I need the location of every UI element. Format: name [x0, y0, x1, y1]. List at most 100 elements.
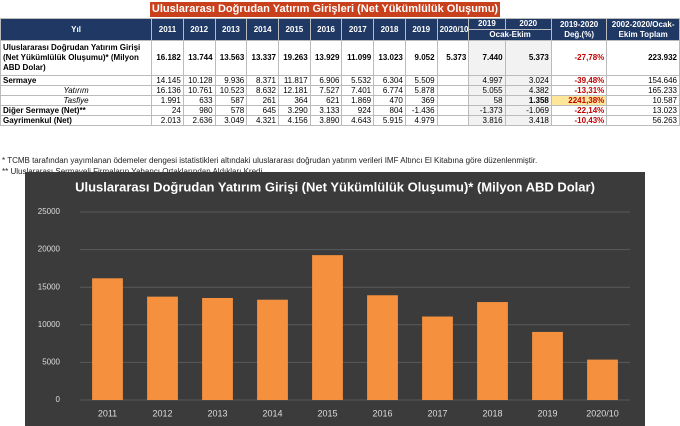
- table-cell: 10.761: [182, 85, 216, 96]
- table-cell: 4.643: [341, 115, 375, 126]
- x-tick-label: 2013: [207, 408, 227, 418]
- header-cell: 2017: [341, 18, 375, 41]
- chart-title: Uluslararası Doğrudan Yatırım Girişi (Ne…: [75, 179, 595, 194]
- table-cell: Uluslararası Doğrudan Yatırım Girişi (Ne…: [0, 40, 153, 76]
- table-cell: 5.915: [373, 115, 406, 126]
- table-cell: 3.816: [468, 115, 506, 126]
- table-cell: 3.290: [277, 105, 311, 116]
- bar: [147, 296, 178, 400]
- x-tick-label: 2019: [537, 408, 557, 418]
- table-cell: 261: [246, 95, 279, 106]
- table-cell: 5.878: [404, 85, 438, 96]
- table-cell: 13.023: [373, 40, 406, 76]
- table-row: Gayrimenkul (Net) 2.013 2.636 3.049 4.321 4.1…: [0, 115, 680, 126]
- table-cell: 12.181: [277, 85, 311, 96]
- table-cell: 3.049: [214, 115, 248, 126]
- table-cell: [436, 105, 470, 116]
- table-cell: -27,78%: [550, 40, 608, 76]
- table-cell: 4.997: [468, 75, 506, 86]
- header-cell: 2020: [504, 18, 552, 30]
- table-cell: Gayrimenkul (Net): [0, 115, 153, 126]
- bar: [257, 299, 288, 400]
- table-cell: 5.373: [436, 40, 470, 76]
- table-cell: 5.373: [504, 40, 552, 76]
- footnote: * TCMB tarafından yayımlanan ödemeler de…: [2, 156, 538, 165]
- table-cell: 165.233: [606, 85, 680, 96]
- table-cell: 14.145: [151, 75, 184, 86]
- table-cell: 2.013: [151, 115, 184, 126]
- table-cell: 633: [182, 95, 216, 106]
- table-row: Yatırım 16.136 10.761 10.523 8.632 12.181 7.52…: [0, 85, 680, 96]
- x-tick-label: 2015: [317, 408, 337, 418]
- x-tick-label: 2018: [482, 408, 502, 418]
- table-cell: 19.263: [277, 40, 311, 76]
- table-cell: -10,43%: [550, 115, 608, 126]
- table-cell: [436, 75, 470, 86]
- table-title: Uluslararası Doğrudan Yatırım Girişleri …: [150, 2, 500, 17]
- table-cell: Yatırım: [0, 85, 153, 96]
- table-cell: -1.373: [468, 105, 506, 116]
- bar: [92, 278, 123, 400]
- table-cell: Tasfiye: [0, 95, 153, 106]
- table-cell: 13.337: [246, 40, 279, 76]
- header-cell: 2020/10: [436, 18, 470, 41]
- table-cell: -1.436: [404, 105, 438, 116]
- table-cell: 8.632: [246, 85, 279, 96]
- table-row: Diğer Sermaye (Net)** 24 980 578 645 3.290 3.1…: [0, 105, 680, 116]
- bar: [532, 331, 563, 400]
- header-cell: 2012: [182, 18, 216, 41]
- bar: [312, 255, 343, 400]
- x-tick-label: 2012: [152, 408, 172, 418]
- table-cell: [436, 85, 470, 96]
- bar: [477, 302, 508, 400]
- table-cell: 2.636: [182, 115, 216, 126]
- table-cell: [436, 95, 470, 106]
- table-cell: 980: [182, 105, 216, 116]
- table-cell: 223.932: [606, 40, 680, 76]
- table-cell: 1.991: [151, 95, 184, 106]
- table-cell: 5.509: [404, 75, 438, 86]
- table-cell: 369: [404, 95, 438, 106]
- table-cell: 10.128: [182, 75, 216, 86]
- x-tick-label: 2014: [262, 408, 282, 418]
- table-cell: 5.055: [468, 85, 506, 96]
- table-cell: 7.401: [341, 85, 375, 96]
- table-cell: Diğer Sermaye (Net)**: [0, 105, 153, 116]
- table-row: Sermaye 14.145 10.128 9.936 8.371 11.817 6.906…: [0, 75, 680, 86]
- bar: [587, 359, 618, 400]
- table-cell: 3.133: [309, 105, 343, 116]
- table-cell: -1.069: [504, 105, 552, 116]
- table-cell: 1.358: [504, 95, 552, 106]
- table-cell: 2241,38%: [550, 95, 608, 106]
- x-tick-label: 2011: [98, 408, 117, 418]
- table-row: Uluslararası Doğrudan Yatırım Girişi (Ne…: [0, 40, 680, 76]
- table-cell: 9.936: [214, 75, 248, 86]
- table-cell: 4.979: [404, 115, 438, 126]
- table-cell: 16.182: [151, 40, 184, 76]
- footnote: ** Uluslararası Sermayeli Firmaların Yab…: [2, 167, 263, 176]
- data-table: Yıl 2011 2012 2013 2014 2015 2016 2017 2018 2019 2…: [0, 18, 680, 126]
- table-cell: 587: [214, 95, 248, 106]
- header-cell: 2019: [404, 18, 438, 41]
- table-cell: 13.023: [606, 105, 680, 116]
- header-cell: 2014: [246, 18, 279, 41]
- table-cell: 4.156: [277, 115, 311, 126]
- table-cell: 804: [373, 105, 406, 116]
- table-cell: 645: [246, 105, 279, 116]
- table-cell: 13.563: [214, 40, 248, 76]
- header-cell: Ocak-Ekim: [468, 29, 552, 41]
- table-cell: -13,31%: [550, 85, 608, 96]
- table-cell: 4.321: [246, 115, 279, 126]
- y-tick-label: 25000: [38, 207, 61, 216]
- table-cell: -39,48%: [550, 75, 608, 86]
- table-cell: 1.869: [341, 95, 375, 106]
- header-cell: 2015: [277, 18, 311, 41]
- table-cell: 11.817: [277, 75, 311, 86]
- header-cell: 2019-2020 Değ.(%): [550, 18, 608, 41]
- table-cell: 621: [309, 95, 343, 106]
- header-cell: 2018: [373, 18, 406, 41]
- table-cell: 3.024: [504, 75, 552, 86]
- table-cell: 4.382: [504, 85, 552, 96]
- table-cell: 58: [468, 95, 506, 106]
- table-cell: 3.890: [309, 115, 343, 126]
